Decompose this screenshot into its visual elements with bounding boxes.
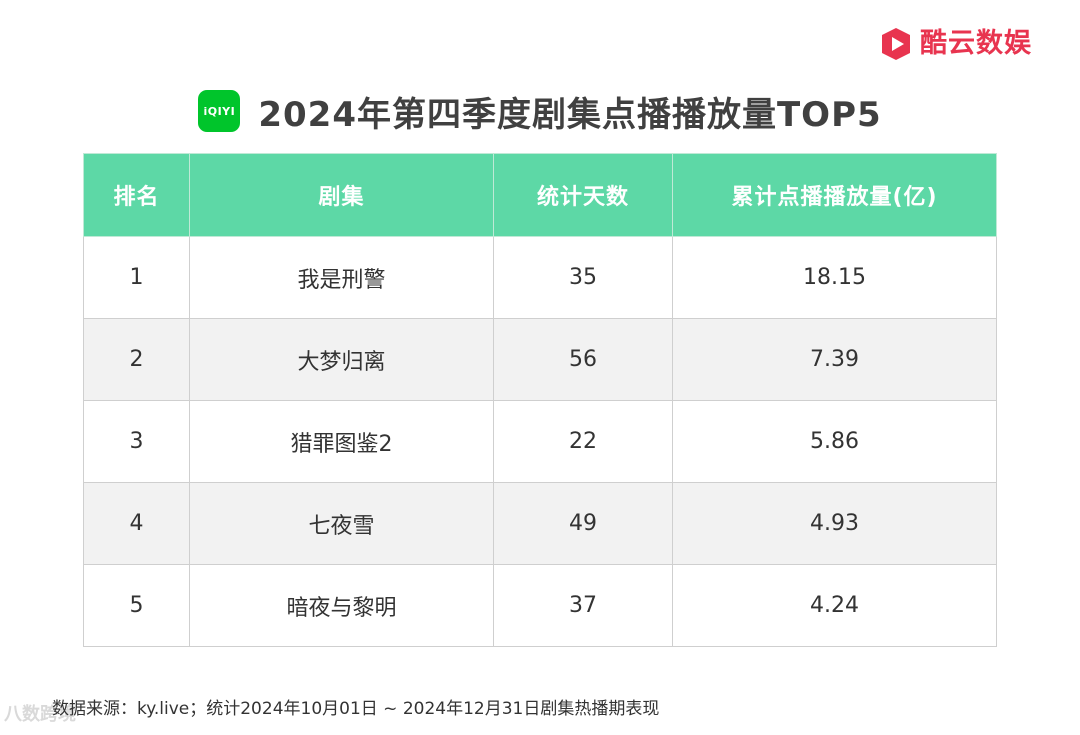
cell-rank: 4 (83, 482, 190, 565)
title-row: iQIYI 2024年第四季度剧集点播播放量TOP5 (0, 88, 1080, 135)
cell-days: 49 (493, 482, 673, 565)
cell-rank: 3 (83, 400, 190, 483)
cell-drama: 七夜雪 (189, 482, 494, 565)
brand-name: 酷云数娱 (920, 28, 1032, 59)
table-row: 3 猎罪图鉴2 22 5.86 (83, 400, 997, 483)
cell-days: 35 (493, 236, 673, 319)
source-footnote: 数据来源：ky.live；统计2024年10月01日 ~ 2024年12月31日… (52, 699, 660, 719)
play-square-icon (882, 28, 910, 60)
cell-drama: 大梦归离 (189, 318, 494, 401)
table-row: 2 大梦归离 56 7.39 (83, 318, 997, 401)
cell-drama: 猎罪图鉴2 (189, 400, 494, 483)
cell-rank: 2 (83, 318, 190, 401)
iqiyi-logo: iQIYI (198, 90, 241, 132)
header-drama: 剧集 (189, 153, 494, 237)
header-days: 统计天数 (493, 153, 673, 237)
table-row: 5 暗夜与黎明 37 4.24 (83, 564, 997, 647)
iqiyi-logo-text: iQIYI (203, 104, 236, 118)
table-header-row: 排名 剧集 统计天数 累计点播播放量(亿) (83, 153, 997, 237)
cell-views: 7.39 (672, 318, 997, 401)
brand-logo: 酷云数娱 (878, 26, 1032, 62)
table-row: 4 七夜雪 49 4.93 (83, 482, 997, 565)
ranking-table: 排名 剧集 统计天数 累计点播播放量(亿) 1 我是刑警 35 18.15 2 … (83, 153, 997, 647)
cell-days: 22 (493, 400, 673, 483)
header-views: 累计点播播放量(亿) (672, 153, 997, 237)
cell-drama: 我是刑警 (189, 236, 494, 319)
cell-views: 4.93 (672, 482, 997, 565)
page-title: 2024年第四季度剧集点播播放量TOP5 (258, 94, 882, 135)
cell-rank: 5 (83, 564, 190, 647)
cell-rank: 1 (83, 236, 190, 319)
cell-views: 5.86 (672, 400, 997, 483)
cell-drama: 暗夜与黎明 (189, 564, 494, 647)
cell-days: 56 (493, 318, 673, 401)
watermark: 八数跨境 (4, 704, 76, 725)
header-rank: 排名 (83, 153, 190, 237)
cell-days: 37 (493, 564, 673, 647)
table-row: 1 我是刑警 35 18.15 (83, 236, 997, 319)
cell-views: 18.15 (672, 236, 997, 319)
cell-views: 4.24 (672, 564, 997, 647)
